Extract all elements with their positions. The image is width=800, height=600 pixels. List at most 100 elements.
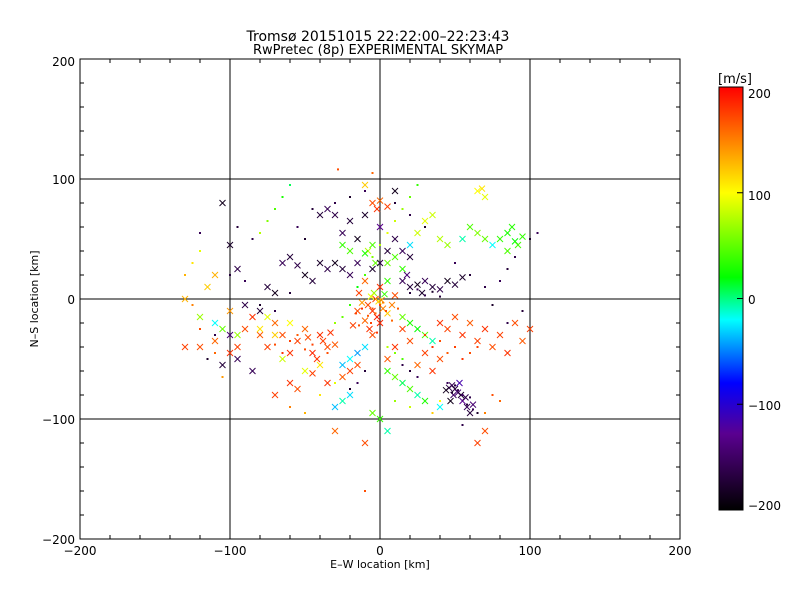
data-point	[439, 295, 441, 298]
data-point	[424, 226, 426, 228]
data-point	[331, 259, 339, 267]
data-point	[301, 367, 309, 375]
data-point	[521, 310, 524, 312]
colorbar-tick-label: 200	[748, 87, 771, 101]
data-point	[181, 295, 189, 303]
data-point	[451, 281, 459, 288]
data-point	[251, 238, 254, 240]
data-point	[406, 283, 414, 291]
data-point	[361, 181, 369, 189]
data-point	[281, 196, 284, 198]
data-point	[199, 232, 201, 234]
data-point	[406, 253, 414, 261]
data-point	[414, 361, 421, 369]
data-point	[271, 319, 279, 327]
data-point	[506, 322, 509, 324]
colorbar-unit-label: [m/s]	[718, 72, 752, 87]
data-point	[511, 319, 519, 327]
data-point	[371, 172, 374, 174]
data-point	[334, 322, 336, 324]
data-point	[409, 370, 411, 372]
data-point	[369, 409, 376, 417]
data-point	[401, 358, 404, 360]
data-point	[384, 259, 391, 267]
data-point	[461, 424, 464, 426]
data-point	[304, 334, 312, 341]
data-point	[399, 277, 406, 285]
data-point	[361, 250, 369, 257]
data-point	[334, 202, 336, 204]
data-point	[394, 220, 396, 222]
data-point	[361, 211, 369, 219]
data-point	[279, 331, 286, 339]
data-point	[446, 382, 449, 384]
data-point	[211, 271, 219, 279]
data-point	[409, 406, 411, 408]
data-point	[519, 233, 526, 240]
data-point	[366, 325, 373, 333]
data-point	[256, 307, 264, 315]
data-point	[409, 292, 411, 294]
data-point	[279, 259, 286, 267]
data-point	[506, 268, 509, 270]
data-point	[319, 334, 321, 336]
data-point	[259, 232, 261, 234]
data-point	[379, 244, 381, 246]
data-point	[289, 406, 291, 408]
data-point	[181, 343, 189, 351]
data-point	[274, 208, 276, 210]
data-point	[429, 337, 436, 345]
data-point	[421, 349, 429, 357]
data-point	[286, 379, 294, 387]
data-point	[466, 223, 474, 231]
data-point	[391, 187, 399, 195]
data-point	[214, 334, 216, 336]
x-axis-label: E–W location [km]	[330, 558, 430, 571]
data-point	[249, 367, 256, 375]
data-point	[414, 391, 421, 399]
x-tick-label: −100	[214, 544, 247, 558]
data-point	[399, 265, 406, 273]
x-tick-label: 200	[669, 544, 692, 558]
data-point	[324, 265, 331, 273]
data-point	[356, 382, 359, 384]
data-point	[526, 325, 534, 333]
data-point	[406, 337, 414, 345]
data-point	[416, 376, 419, 378]
data-point	[429, 367, 436, 375]
data-point	[391, 373, 399, 381]
data-point	[376, 331, 378, 334]
data-point	[474, 229, 481, 237]
data-point	[489, 241, 496, 249]
data-point	[316, 259, 324, 267]
data-point	[386, 346, 389, 348]
data-point	[367, 293, 375, 300]
data-point	[401, 208, 404, 210]
data-point	[206, 358, 209, 360]
data-point	[451, 391, 453, 394]
data-point	[337, 168, 339, 171]
data-point	[264, 283, 271, 291]
data-point	[414, 325, 421, 333]
data-point	[382, 301, 384, 304]
data-point	[414, 281, 421, 288]
data-point	[271, 331, 279, 339]
data-point	[436, 235, 444, 243]
data-point	[374, 312, 377, 315]
data-point	[294, 262, 301, 269]
data-point	[319, 337, 327, 345]
data-point	[196, 343, 204, 351]
data-point	[226, 241, 234, 249]
data-point	[484, 412, 486, 414]
data-point	[367, 314, 369, 317]
data-point	[334, 382, 336, 384]
data-point	[219, 199, 226, 207]
data-point	[364, 274, 366, 276]
data-point	[481, 325, 489, 333]
data-point	[414, 229, 421, 237]
data-point	[331, 427, 339, 435]
data-point	[226, 331, 234, 339]
data-point	[388, 301, 396, 309]
data-point	[281, 352, 284, 354]
